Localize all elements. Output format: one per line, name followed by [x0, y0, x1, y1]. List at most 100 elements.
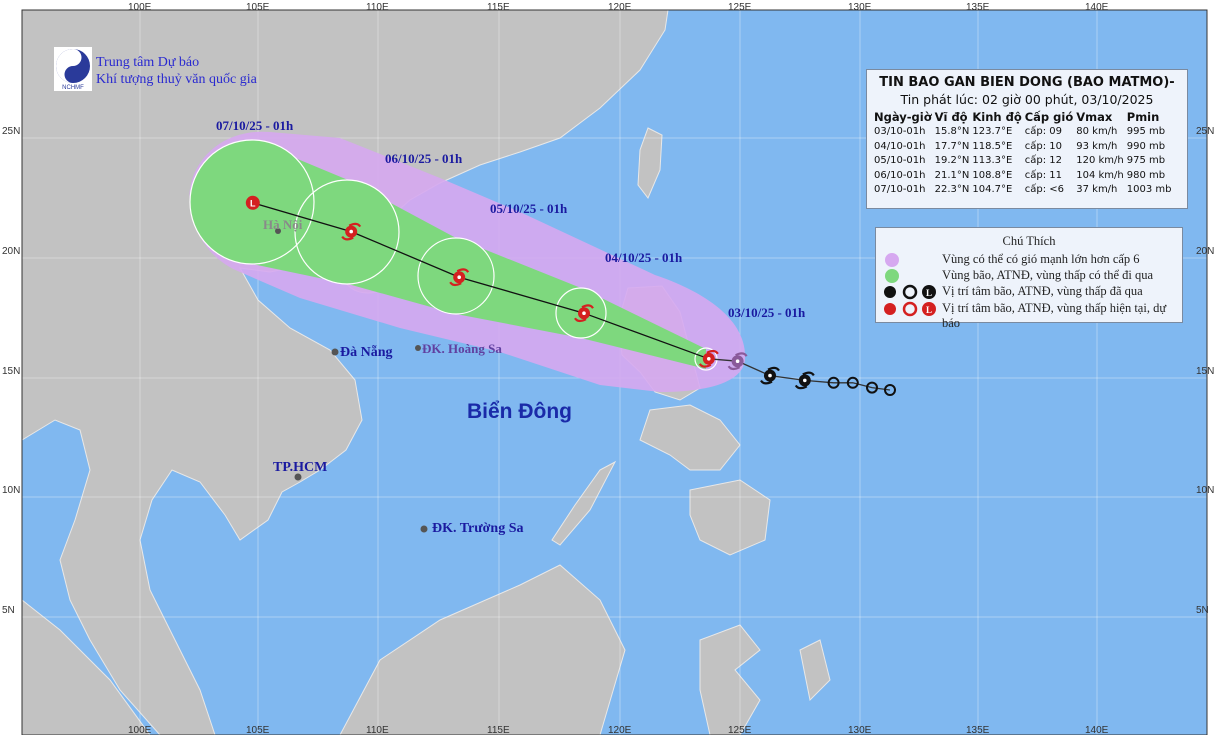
- bulletin-cell: 17.7°N: [934, 140, 970, 152]
- past-depression-icon: [846, 376, 859, 389]
- time-label-0: 03/10/25 - 01h: [728, 305, 806, 320]
- bulletin-cell: 07/10-01h: [874, 184, 926, 195]
- bulletin-cell: 93 km/h: [1076, 140, 1118, 152]
- bulletin-cell: cấp: 10: [1024, 140, 1062, 152]
- col-header: Vmax: [1076, 110, 1113, 124]
- legend-item-past: Vị trí tâm bão, ATNĐ, vùng thấp đã qua: [942, 284, 1143, 298]
- forecast-storm-icon: [698, 349, 719, 368]
- org-line2: Khí tượng thuỷ văn quốc gia: [96, 72, 257, 87]
- forecast-low-icon: L: [245, 195, 260, 210]
- bulletin-cell: 05/10-01h: [874, 155, 926, 166]
- bulletin-cell: 80 km/h: [1076, 126, 1118, 137]
- bulletin-cell: 37 km/h: [1076, 184, 1118, 195]
- lat-label-right: 20N: [1196, 246, 1215, 257]
- col-header: Kinh độ: [972, 110, 1022, 124]
- bulletin-cell: 120 km/h: [1076, 155, 1124, 166]
- bulletin-cell: cấp: 11: [1024, 169, 1062, 181]
- bulletin-cell: 104 km/h: [1076, 169, 1124, 181]
- hanoi-dot: [275, 228, 281, 234]
- bulletin-row: 03/10-01h 15.8°N 123.7°E cấp: 09 80 km/h 995 …: [874, 125, 1174, 140]
- palawan: [551, 460, 617, 546]
- lon-label-top: 115E: [487, 2, 510, 13]
- bulletin-row: 05/10-01h 19.2°N 113.3°E cấp: 12 120 km/h 975…: [874, 154, 1174, 169]
- mindanao: [689, 479, 771, 556]
- lon-label-top: 105E: [246, 2, 270, 13]
- bulletin-title: TIN BAO GAN BIEN DONG (BAO MATMO)-: [879, 75, 1175, 90]
- legend-item-wind: Vùng có thể có gió mạnh lớn hơn cấp 6: [942, 252, 1140, 266]
- lon-label-top: 130E: [848, 2, 872, 13]
- svg-text:L: L: [926, 288, 932, 298]
- bulletin-header-row: Ngày-giờ Vĩ độ Kinh độ Cấp gió Vmax Pmin: [874, 110, 1174, 125]
- red-storm-symbols-icon: L: [884, 301, 936, 317]
- sulawesi: [699, 624, 761, 735]
- col-header: Vĩ độ: [934, 110, 968, 124]
- col-header: Ngày-giờ: [874, 110, 932, 124]
- past-storm-icon: [760, 366, 780, 385]
- bulletin-cell: 1003 mb: [1126, 184, 1172, 195]
- green-circle-icon: [885, 269, 899, 283]
- bulletin-row: 04/10-01h 17.7°N 118.5°E cấp: 10 93 km/h 990 …: [874, 140, 1174, 155]
- place-tphcm: TP.HCM: [273, 460, 328, 475]
- past-depression-icon: [827, 376, 840, 389]
- bulletin-cell: 995 mb: [1126, 126, 1166, 137]
- lon-label-bottom: 120E: [608, 725, 632, 736]
- forecast-storm-icon: [341, 222, 362, 241]
- time-label-3: 06/10/25 - 01h: [385, 151, 463, 166]
- visayas: [639, 404, 741, 471]
- lat-label-right: 25N: [1196, 126, 1215, 137]
- black-storm-symbols-icon: L: [884, 284, 936, 300]
- borneo: [339, 564, 626, 735]
- lon-label-top: 120E: [608, 2, 632, 13]
- purple-circle-icon: [885, 253, 899, 267]
- bulletin-cell: 15.8°N: [934, 126, 970, 137]
- bulletin-row: 07/10-01h 22.3°N 104.7°E cấp: <6 37 km/h 1003…: [874, 183, 1174, 198]
- track-layer: L: [245, 195, 896, 396]
- time-label-4: 07/10/25 - 01h: [216, 118, 294, 133]
- legend-item-forecast: Vị trí tâm bão, ATNĐ, vùng thấp hiện tại…: [942, 301, 1167, 330]
- lat-label-left: 15N: [2, 366, 21, 377]
- time-label-1: 04/10/25 - 01h: [605, 250, 683, 265]
- bulletin-cell: 22.3°N: [934, 184, 970, 195]
- legend-icons: L L: [884, 253, 936, 317]
- lon-label-bottom: 115E: [487, 725, 510, 736]
- org-line1: Trung tâm Dự báo: [96, 55, 200, 70]
- time-label-2: 05/10/25 - 01h: [490, 201, 568, 216]
- logo-emblem-icon: NCHMF: [56, 49, 90, 91]
- svg-text:L: L: [926, 305, 932, 315]
- lon-label-top: 110E: [366, 2, 389, 13]
- bulletin-cell: 980 mb: [1126, 169, 1166, 181]
- bulletin-cell: 21.1°N: [934, 169, 970, 181]
- halmahera: [799, 639, 831, 702]
- bulletin-cell: 104.7°E: [972, 184, 1013, 195]
- lat-label-left: 5N: [2, 605, 15, 616]
- place-biendong: Biển Đông: [467, 400, 572, 423]
- lon-label-bottom: 110E: [366, 725, 389, 736]
- place-hanoi: Hà Nội: [263, 217, 303, 232]
- bulletin-cell: 108.8°E: [972, 169, 1013, 181]
- truongsa-dot: [420, 525, 428, 533]
- hoangsa-dot: [415, 345, 421, 351]
- bulletin-cell: 04/10-01h: [874, 140, 926, 152]
- radius-circles: [189, 139, 718, 371]
- bulletin-cell: 975 mb: [1126, 155, 1166, 166]
- bulletin-issued: Tin phát lúc: 02 giờ 00 phút, 03/10/2025: [900, 92, 1154, 107]
- legend-item-zone: Vùng bão, ATNĐ, vùng thấp có thể đi qua: [942, 268, 1154, 282]
- place-danang: Đà Nẵng: [340, 345, 393, 360]
- bulletin-cell: 118.5°E: [972, 140, 1013, 152]
- past-depression-icon: [866, 381, 878, 394]
- bulletin-cell: 123.7°E: [972, 126, 1013, 137]
- bulletin-cell: 06/10-01h: [874, 169, 926, 181]
- bulletin-panel: TIN BAO GAN BIEN DONG (BAO MATMO)- Tin p…: [866, 69, 1188, 209]
- bulletin-cell: cấp: 12: [1024, 155, 1062, 166]
- bulletin-cell: 990 mb: [1126, 140, 1166, 152]
- lon-label-bottom: 125E: [728, 725, 752, 736]
- tphcm-dot: [294, 473, 302, 481]
- col-header: Pmin: [1126, 110, 1160, 124]
- bulletin-cell: cấp: <6: [1024, 184, 1064, 195]
- forecast-storm-icon: [449, 268, 470, 287]
- lon-label-top: 140E: [1085, 2, 1109, 13]
- lat-label-left: 25N: [2, 126, 21, 137]
- svg-text:NCHMF: NCHMF: [62, 85, 84, 91]
- col-header: Cấp gió: [1024, 110, 1074, 124]
- bulletin-cell: 113.3°E: [972, 155, 1013, 166]
